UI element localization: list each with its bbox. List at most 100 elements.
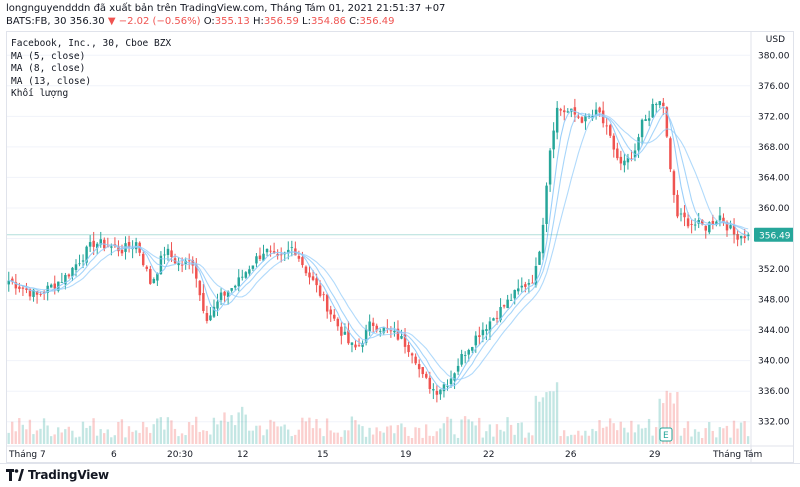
- earnings-marker-box: [659, 427, 673, 442]
- volume-bar: [492, 436, 495, 444]
- candle-body: [156, 273, 159, 281]
- volume-bar: [467, 419, 470, 444]
- volume-bar: [598, 420, 601, 444]
- volume-bar: [506, 417, 509, 444]
- candle-body: [95, 243, 99, 249]
- candle-body: [226, 291, 230, 298]
- candle-body: [693, 224, 697, 226]
- volume-bar: [251, 430, 254, 444]
- candle-body: [290, 247, 294, 248]
- volume-bar: [371, 434, 375, 444]
- volume-bar: [442, 423, 446, 444]
- candle-body: [14, 282, 18, 289]
- volume-bar: [32, 434, 35, 444]
- candle-body: [198, 280, 202, 296]
- volume-bar: [322, 436, 325, 444]
- volume-bar: [746, 436, 750, 444]
- volume-bar: [711, 430, 714, 444]
- candle-body: [318, 285, 322, 296]
- volume-bar: [481, 437, 484, 444]
- volume-bar: [205, 430, 208, 444]
- price-tick-label: 344.00: [758, 326, 790, 336]
- price-tick-label: 336.00: [758, 387, 790, 397]
- volume-bar: [110, 437, 113, 444]
- candle-body: [127, 242, 131, 248]
- volume-bar: [739, 422, 743, 444]
- volume-bar: [233, 425, 237, 444]
- candle-body: [474, 335, 478, 346]
- volume-bar: [244, 414, 247, 444]
- time-tick-label: 29: [649, 450, 661, 460]
- volume-bar: [223, 412, 226, 444]
- candle-body: [389, 330, 393, 332]
- volume-bar: [485, 431, 488, 444]
- volume-bar: [633, 432, 637, 444]
- candle-body: [304, 266, 308, 274]
- volume-bar: [202, 430, 205, 444]
- currency-label: USD: [765, 35, 785, 45]
- candle-body: [708, 222, 711, 233]
- candle-body: [88, 242, 92, 247]
- candle-body: [446, 386, 449, 387]
- volume-bar: [226, 421, 230, 444]
- candle-body: [209, 315, 212, 321]
- legend-volume[interactable]: Khối lượng: [11, 88, 69, 99]
- volume-bar: [159, 417, 162, 444]
- volume-bar: [612, 423, 615, 444]
- current-price-tag-label: 356.49: [759, 231, 791, 241]
- volume-bar: [166, 417, 170, 444]
- volume-bar: [683, 428, 686, 444]
- ma-13-line: [8, 112, 749, 381]
- candle-body: [32, 289, 35, 297]
- candle-body: [396, 328, 400, 340]
- earnings-marker[interactable]: E: [659, 427, 673, 442]
- legend-ma-13[interactable]: MA (13, close): [11, 75, 92, 87]
- candle-body: [492, 318, 495, 321]
- volume-bar: [173, 428, 177, 444]
- volume-bar: [85, 427, 88, 444]
- candle-body: [584, 115, 587, 122]
- legend-ma-8[interactable]: MA (8, close): [11, 63, 86, 74]
- candle-body: [541, 224, 545, 254]
- volume-bar: [460, 419, 463, 444]
- volume-bar: [616, 430, 619, 444]
- volume-bar: [386, 426, 389, 444]
- price-chart[interactable]: 332.00 336.00 340.00 344.00 348.00 352.00 356.…: [6, 31, 794, 463]
- volume-bar: [336, 432, 339, 444]
- candle-body: [64, 275, 67, 285]
- volume-bar: [601, 427, 605, 444]
- volume-bar: [241, 406, 244, 444]
- candle-body: [347, 330, 350, 344]
- volume-bar: [308, 417, 311, 444]
- candle-body: [587, 116, 591, 118]
- candle-body: [746, 234, 750, 237]
- volume-bar: [71, 430, 74, 444]
- candle-body: [577, 116, 580, 118]
- candle-body: [248, 269, 251, 274]
- volume-bar: [566, 436, 569, 444]
- candle-body: [499, 307, 502, 321]
- volume-bar: [704, 428, 707, 444]
- volume-bar: [591, 428, 594, 444]
- candle-body: [534, 266, 538, 286]
- candle-body: [99, 239, 102, 245]
- volume-bar: [573, 434, 576, 444]
- volume-bar: [470, 421, 474, 444]
- chart-canvas[interactable]: 332.00 336.00 340.00 344.00 348.00 352.00 356.…: [7, 32, 793, 462]
- volume-bar: [134, 430, 138, 444]
- volume-bar: [81, 421, 85, 444]
- candle-body: [223, 291, 226, 296]
- volume-bar: [265, 429, 269, 444]
- candle-body: [350, 342, 354, 345]
- candle-body: [11, 278, 14, 282]
- candle-body: [368, 321, 371, 332]
- candle-body: [417, 364, 421, 370]
- tradingview-logo[interactable]: TradingView: [6, 468, 109, 482]
- candle-body: [439, 389, 442, 395]
- candle-body: [722, 217, 725, 223]
- candle-body: [435, 390, 439, 395]
- legend-ma-5[interactable]: MA (5, close): [11, 50, 86, 62]
- candle-body: [729, 225, 732, 229]
- candle-body: [241, 276, 244, 278]
- volume-bar: [131, 431, 134, 444]
